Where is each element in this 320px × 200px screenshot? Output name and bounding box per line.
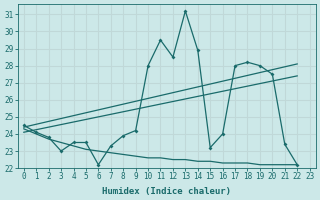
X-axis label: Humidex (Indice chaleur): Humidex (Indice chaleur) [102,187,231,196]
